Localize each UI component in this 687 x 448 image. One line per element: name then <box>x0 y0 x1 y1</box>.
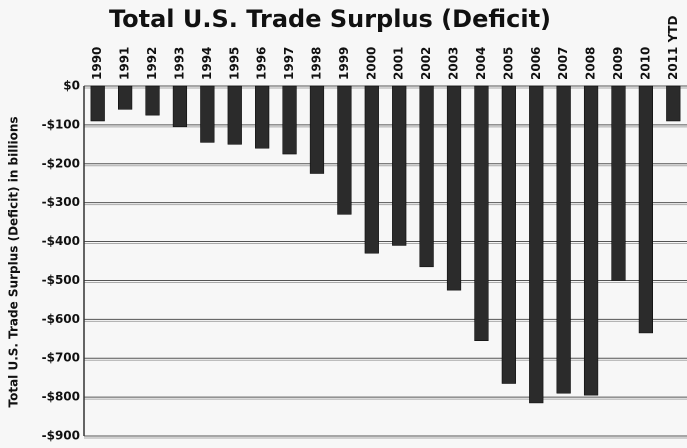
x-tick-label: 1992 <box>145 47 159 80</box>
x-tick-label: 2006 <box>529 47 543 80</box>
x-tick-label: 2002 <box>419 47 433 80</box>
y-tick-label: -$200 <box>42 156 80 170</box>
x-tick-label: 2001 <box>392 47 406 80</box>
bar <box>501 85 516 384</box>
bar <box>282 85 297 155</box>
y-tick-label: -$300 <box>42 195 80 209</box>
y-axis-label: Total U.S. Trade Surplus (Deficit) in bi… <box>7 116 21 407</box>
y-tick-label: -$600 <box>42 312 80 326</box>
bar <box>309 85 325 174</box>
y-tick-label: -$500 <box>42 273 80 287</box>
bar <box>337 85 352 215</box>
bar <box>118 85 133 110</box>
x-tick-label: 2010 <box>638 47 652 80</box>
bar <box>227 85 242 145</box>
x-tick-label: 1997 <box>282 47 296 80</box>
x-tick-label: 1995 <box>227 47 241 80</box>
x-tick-label: 2004 <box>474 47 488 80</box>
x-tick-label: 2011 YTD <box>666 16 680 80</box>
bar <box>529 85 544 404</box>
bar <box>638 85 653 334</box>
y-tick-label: -$900 <box>42 429 80 443</box>
x-tick-label: 1991 <box>118 47 132 80</box>
y-tick-label: $0 <box>63 79 80 93</box>
y-tick-label: -$700 <box>42 351 80 365</box>
y-tick-label: -$400 <box>42 234 80 248</box>
x-tick-label: 1993 <box>172 47 186 80</box>
y-tick-label: -$800 <box>42 390 80 404</box>
bar <box>556 85 571 394</box>
bar <box>474 85 489 341</box>
bar <box>364 85 379 254</box>
chart-title: Total U.S. Trade Surplus (Deficit) <box>109 5 551 33</box>
bar <box>583 85 599 396</box>
x-tick-label: 1999 <box>337 47 351 80</box>
bar <box>172 85 188 128</box>
bar <box>666 85 681 122</box>
bar <box>446 85 462 291</box>
bar <box>611 85 626 281</box>
bar <box>392 85 407 246</box>
bar <box>200 85 215 143</box>
x-tick-label: 1998 <box>309 47 323 80</box>
bar <box>419 85 434 268</box>
x-tick-label: 2007 <box>556 47 570 80</box>
x-tick-label: 1990 <box>90 47 104 80</box>
x-tick-label: 1994 <box>200 47 214 80</box>
x-tick-label: 2009 <box>611 47 625 80</box>
x-tick-label: 2000 <box>364 47 378 80</box>
y-tick-label: -$100 <box>42 117 80 131</box>
bar <box>90 85 105 122</box>
x-tick-label: 2008 <box>584 47 598 80</box>
bar <box>145 85 160 116</box>
bar <box>255 85 270 149</box>
x-tick-label: 2005 <box>501 47 515 80</box>
x-tick-label: 1996 <box>255 47 269 80</box>
x-tick-label: 2003 <box>447 47 461 80</box>
